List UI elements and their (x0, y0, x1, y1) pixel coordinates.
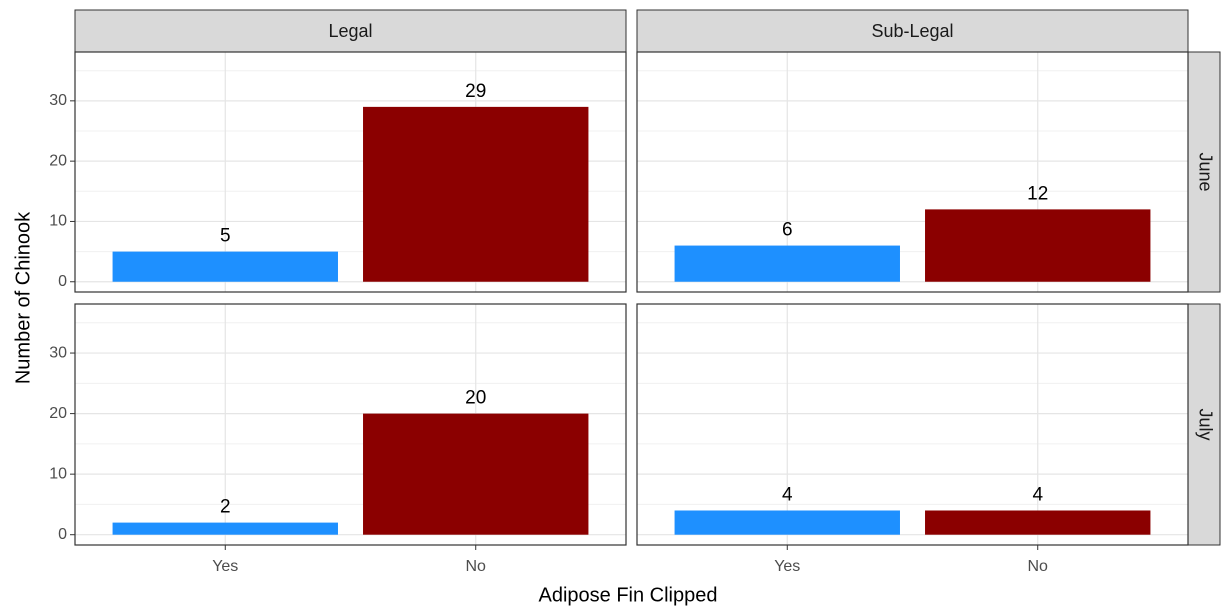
data-label: 5 (220, 226, 231, 247)
data-label: 4 (782, 485, 793, 506)
data-label: 12 (1027, 183, 1048, 204)
x-axis-title: Adipose Fin Clipped (539, 584, 718, 606)
facet-strip (1187, 303, 1221, 546)
bar (925, 510, 1151, 535)
x-tick-label: No (1028, 558, 1049, 575)
y-tick-label: 20 (49, 405, 67, 422)
data-label: 4 (1032, 485, 1043, 506)
facet-label: July (1195, 408, 1215, 440)
panel-border (74, 51, 627, 293)
facet-strip (1187, 51, 1221, 293)
data-label: 2 (220, 497, 231, 518)
bar (674, 510, 900, 535)
data-label: 20 (465, 388, 486, 409)
data-label: 29 (465, 81, 486, 102)
y-tick-label: 30 (49, 344, 67, 361)
bar (112, 522, 338, 535)
facet-strip (74, 9, 627, 53)
facet-label: Legal (328, 21, 372, 41)
y-tick-label: 10 (49, 465, 67, 482)
data-label: 6 (782, 220, 793, 241)
panel-border (636, 51, 1189, 293)
bar (363, 413, 589, 535)
panel (637, 304, 1188, 545)
bar (363, 106, 589, 282)
bar (925, 209, 1151, 282)
y-tick-label: 30 (49, 92, 67, 109)
facet-label: Sub-Legal (871, 21, 953, 41)
x-tick-label: Yes (774, 558, 800, 575)
bar (674, 245, 900, 282)
y-tick-label: 0 (58, 526, 67, 543)
panel-border (636, 303, 1189, 546)
x-tick-label: No (466, 558, 487, 575)
facet-label: June (1195, 152, 1215, 191)
y-axis-title: Number of Chinook (12, 211, 34, 384)
y-tick-label: 0 (58, 273, 67, 290)
y-tick-label: 20 (49, 152, 67, 169)
facet-strip (636, 9, 1189, 53)
x-tick-label: Yes (212, 558, 238, 575)
y-tick-label: 10 (49, 213, 67, 230)
panel-border (74, 303, 627, 546)
bar (112, 251, 338, 282)
